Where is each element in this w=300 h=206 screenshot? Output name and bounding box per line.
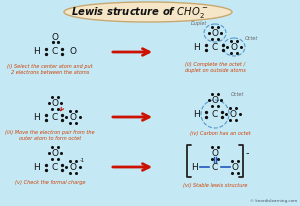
Text: O: O — [70, 113, 76, 122]
Text: C: C — [212, 43, 218, 52]
Text: -: - — [246, 147, 250, 157]
Text: © knordislearning.com: © knordislearning.com — [250, 198, 297, 202]
Text: O: O — [212, 29, 218, 38]
Text: O: O — [212, 149, 218, 158]
Text: O: O — [230, 43, 238, 52]
Text: H: H — [194, 110, 200, 119]
Text: (v) Check the formal charge: (v) Check the formal charge — [15, 179, 85, 184]
Text: H: H — [34, 113, 40, 122]
Ellipse shape — [64, 3, 232, 23]
Text: Lewis structure of $\mathit{CHO_2^-}$: Lewis structure of $\mathit{CHO_2^-}$ — [71, 6, 209, 20]
Text: H: H — [192, 163, 198, 172]
Text: Octet: Octet — [244, 35, 258, 40]
Text: O: O — [52, 99, 58, 108]
Text: -1: -1 — [80, 158, 85, 163]
Text: O: O — [52, 33, 58, 42]
Text: (vi) Stable lewis structure: (vi) Stable lewis structure — [183, 182, 247, 187]
Text: H: H — [194, 43, 200, 52]
Text: (i) Select the center atom and put
2 electrons between the atoms: (i) Select the center atom and put 2 ele… — [7, 64, 93, 74]
Text: O: O — [230, 110, 236, 119]
Text: H: H — [34, 163, 40, 172]
Text: O: O — [232, 163, 238, 172]
Text: O: O — [52, 149, 58, 158]
Text: H: H — [34, 47, 40, 56]
Text: Duplet: Duplet — [191, 21, 207, 26]
Text: C: C — [52, 113, 58, 122]
Text: O: O — [212, 96, 218, 105]
Text: O: O — [70, 47, 76, 56]
Text: C: C — [52, 163, 58, 172]
Text: O: O — [70, 163, 76, 172]
Text: C: C — [212, 163, 218, 172]
Text: C: C — [212, 110, 218, 119]
FancyArrowPatch shape — [61, 108, 64, 111]
Text: C: C — [52, 47, 58, 56]
Text: (ii) Complete the octet /
duplet on outside atoms: (ii) Complete the octet / duplet on outs… — [184, 62, 245, 73]
Text: Octet: Octet — [230, 92, 244, 97]
Text: (iv) Carbon has an octet: (iv) Carbon has an octet — [190, 130, 250, 135]
Text: (iii) Move the electron pair from the
outer atom to form octet: (iii) Move the electron pair from the ou… — [5, 129, 95, 140]
